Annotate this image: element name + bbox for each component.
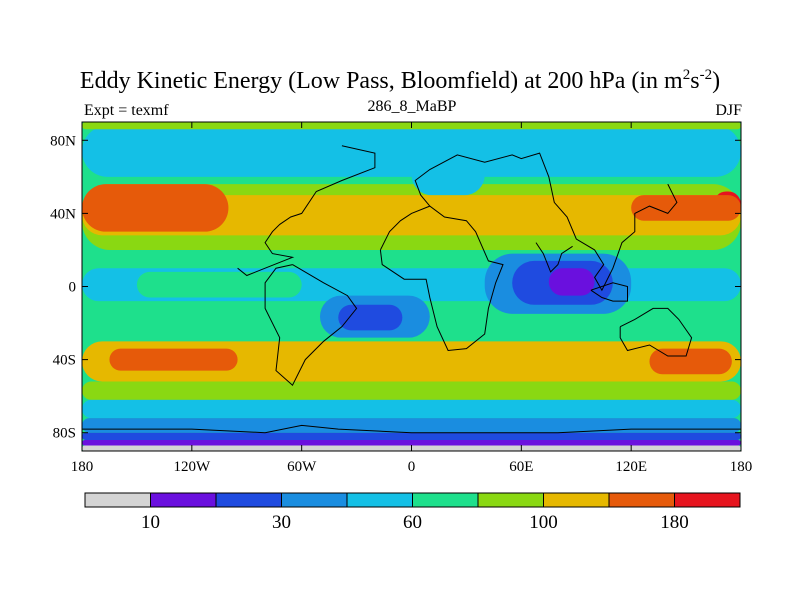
colorbar-label: 30 — [272, 512, 291, 533]
y-tick-label: 0 — [69, 280, 77, 296]
x-axis: 180 120W 60W 0 60E 120E 180 — [71, 122, 753, 475]
y-axis: 80N 40N 0 40S 80S — [50, 133, 741, 442]
colorbar: 10 30 60 100 180 — [84, 492, 741, 533]
colorbar-label: 10 — [141, 512, 160, 533]
coastline-south-america — [264, 264, 358, 387]
region-tropics-green — [136, 271, 302, 298]
title-superscript-1: 2 — [682, 67, 691, 83]
coastline-india-peninsula — [535, 242, 573, 273]
chart-title: Eddy Kinetic Energy (Low Pass, Bloomfiel… — [79, 67, 721, 95]
x-tick-label: 120W — [173, 459, 211, 475]
season-label: DJF — [715, 102, 742, 119]
region-sh-jet-core-indian — [649, 348, 732, 375]
map-regions — [82, 122, 741, 451]
colorbar-box — [543, 492, 610, 508]
colorbar-box — [281, 492, 348, 508]
center-label: 286_8_MaBP — [367, 98, 457, 115]
colorbar-box — [412, 492, 479, 508]
x-tick-label: 60W — [287, 459, 317, 475]
colorbar-box — [150, 492, 217, 508]
region-atlantic-low-inner — [338, 304, 403, 331]
x-tick-label: 180 — [730, 459, 753, 475]
region-sh-jet-core — [109, 348, 238, 371]
y-tick-label: 80S — [53, 426, 76, 442]
x-tick-label: 120E — [615, 459, 647, 475]
y-tick-label: 80N — [50, 133, 76, 149]
region-arctic-band — [82, 125, 741, 177]
experiment-label: Expt = texmf — [84, 102, 169, 119]
title-superscript-2: -2 — [699, 67, 713, 83]
colorbar-box — [477, 492, 544, 508]
region-asia-low — [411, 154, 485, 196]
colorbar-label: 180 — [660, 512, 689, 533]
y-tick-label: 40S — [53, 353, 76, 369]
coastline-australia — [619, 307, 693, 357]
coastlines — [82, 145, 741, 434]
colorbar-box — [674, 492, 741, 508]
region-sh-jet-outer — [82, 341, 741, 382]
colorbar-label: 60 — [403, 512, 422, 533]
colorbar-box — [346, 492, 413, 508]
colorbar-label: 100 — [529, 512, 558, 533]
x-tick-label: 180 — [71, 459, 94, 475]
coastline-north-america — [237, 145, 376, 277]
coastline-eurasia-north — [414, 152, 678, 292]
colorbar-box — [608, 492, 675, 508]
region-indo-pacific-low-core — [548, 268, 595, 296]
x-tick-label: 60E — [509, 459, 533, 475]
coastline-africa-eurasia — [379, 205, 504, 352]
colorbar-box — [84, 492, 151, 508]
region-antarctic-dark — [82, 432, 741, 441]
y-tick-label: 40N — [50, 206, 76, 222]
region-sh-subpolar-cyan — [82, 399, 741, 419]
region-nh-jet-orange-pacific — [82, 184, 229, 232]
colorbar-box — [215, 492, 282, 508]
region-nh-jet-orange-east — [631, 195, 741, 221]
region-sh-subpolar-green — [82, 381, 741, 400]
x-tick-label: 0 — [408, 459, 416, 475]
coastline-sumatra-borneo — [590, 282, 628, 302]
region-nh-jet-atlantic-asia — [82, 195, 741, 236]
coastline-antarctica — [82, 424, 741, 434]
region-antarctic-purple — [82, 440, 741, 446]
region-antarctic-blue — [82, 418, 741, 433]
